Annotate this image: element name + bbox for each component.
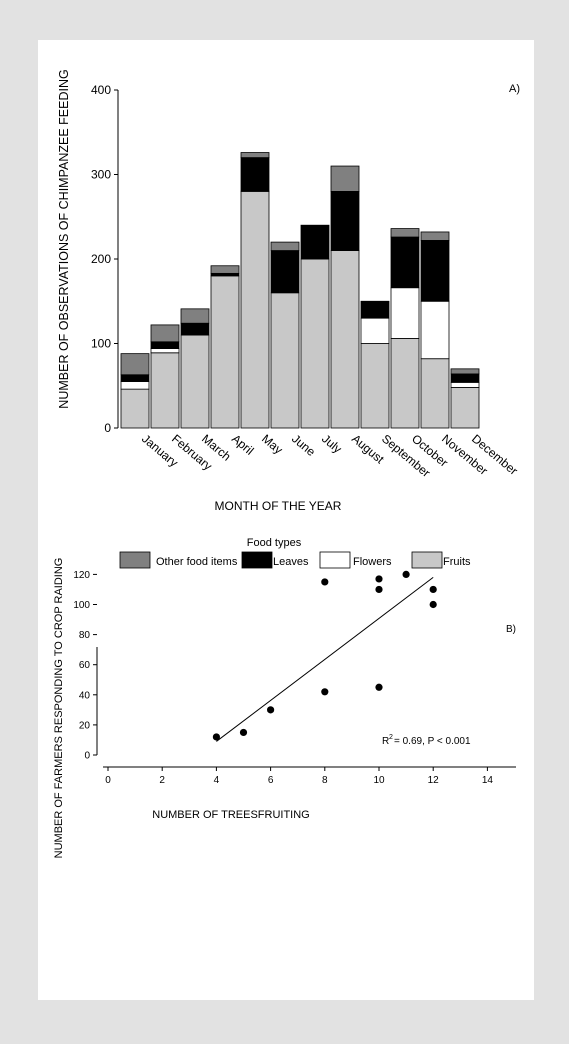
chart-a-bar-flowers bbox=[150, 348, 180, 354]
chart-b-x-tick-label: 0 bbox=[105, 775, 111, 786]
chart-a-x-tick-label: August bbox=[349, 432, 387, 467]
chart-a-y-tick-label: 100 bbox=[91, 337, 111, 351]
chart-b-x-tick-label: 14 bbox=[482, 775, 494, 786]
chart-a-bar-other-food-items bbox=[210, 265, 240, 274]
chart-b-point bbox=[375, 575, 383, 583]
chart-a-bar-flowers bbox=[120, 381, 150, 390]
chart-a-bar-fruits bbox=[210, 275, 240, 429]
chart-b-y-tick-label: 80 bbox=[79, 630, 91, 641]
chart-a-bar-fruits bbox=[300, 258, 330, 429]
chart-a-bar-flowers bbox=[360, 317, 390, 344]
chart-a-y-tick-label: 400 bbox=[91, 83, 111, 97]
chart-a-x-tick-label: May bbox=[259, 432, 285, 457]
chart-a-bar-other-food-items bbox=[330, 165, 360, 192]
chart-a-bar-leaves bbox=[270, 250, 300, 294]
chart-b-y-tick-label: 0 bbox=[84, 751, 90, 762]
chart-a-y-axis-label: NUMBER OF OBSERVATIONS OF CHIMPANZEE FEE… bbox=[57, 69, 71, 408]
chart-a-bar-fruits bbox=[150, 352, 180, 429]
chart-b-x-tick-label: 8 bbox=[322, 775, 328, 786]
chart-b-point bbox=[429, 585, 437, 594]
chart-b-y-axis-label: NUMBER OF FARMERS RESPONDING TO CROP RAI… bbox=[53, 558, 65, 859]
chart-b-annotation: = 0.69, P < 0.001 bbox=[394, 736, 471, 747]
chart-a-bar-leaves bbox=[330, 190, 360, 251]
legend-swatch bbox=[411, 551, 443, 569]
legend-swatch bbox=[119, 551, 151, 569]
chart-a-bar-leaves bbox=[450, 373, 480, 383]
chart-a-bar-fruits bbox=[120, 388, 150, 429]
chart-b-point bbox=[267, 706, 275, 714]
chart-b-point bbox=[402, 570, 410, 579]
chart-a-bar-flowers bbox=[390, 287, 420, 339]
chart-a-bar-leaves bbox=[180, 322, 210, 336]
chart-a-bar-fruits bbox=[420, 358, 450, 429]
chart-a-bar-flowers bbox=[450, 381, 480, 388]
chart-b-y-tick-label: 40 bbox=[79, 690, 91, 701]
chart-b-x-tick-label: 12 bbox=[428, 775, 440, 786]
figure-panel: 0 100 200 300 400 A) NUMBER OF OBSERVATIONS OF… bbox=[38, 40, 534, 1000]
chart-a-y-tick-label: 200 bbox=[91, 252, 111, 266]
chart-b-annotation-prefix: R bbox=[382, 736, 389, 747]
chart-a-bar-other-food-items bbox=[450, 368, 480, 375]
chart-a-bar-other-food-items bbox=[120, 353, 150, 376]
chart-b-y-tick-label: 60 bbox=[79, 660, 91, 671]
chart-b-point bbox=[429, 600, 437, 609]
chart-b-x-tick-label: 6 bbox=[268, 775, 274, 786]
chart-b-point bbox=[321, 688, 329, 696]
chart-a-bar-leaves bbox=[300, 224, 330, 260]
chart-a-bar-other-food-items bbox=[420, 231, 450, 241]
chart-a-bar-fruits bbox=[450, 387, 480, 429]
chart-a-bar-leaves bbox=[240, 157, 270, 192]
chart-b-x-tick-label: 4 bbox=[214, 775, 220, 786]
chart-a-bar-other-food-items bbox=[270, 241, 300, 251]
chart-a-panel-label: A) bbox=[509, 83, 520, 95]
chart-a-y-tick-label: 0 bbox=[104, 421, 111, 435]
chart-a-bar-fruits bbox=[240, 190, 270, 429]
chart-b-annotation-sup: 2 bbox=[389, 734, 393, 741]
chart-a-bar-fruits bbox=[330, 250, 360, 429]
chart-a-x-tick-label: April bbox=[229, 432, 256, 458]
chart-a-bar-other-food-items bbox=[180, 308, 210, 324]
chart-a-bar-other-food-items bbox=[390, 228, 420, 238]
chart-b-point bbox=[239, 728, 248, 737]
chart-a-bar-fruits bbox=[270, 292, 300, 429]
chart-b-panel-label: B) bbox=[506, 624, 516, 635]
chart-a-bar-fruits bbox=[390, 338, 420, 429]
chart-a-bar-leaves bbox=[360, 300, 390, 319]
chart-b-point bbox=[321, 578, 329, 586]
legend-title: Food types bbox=[247, 537, 302, 549]
chart-a-bar-flowers bbox=[420, 300, 450, 360]
chart-a-x-tick-label: July bbox=[319, 432, 344, 456]
chart-b-x-axis-label: NUMBER OF TREESFRUITING bbox=[152, 809, 309, 821]
chart-b-point bbox=[375, 683, 383, 691]
chart-a-x-tick-label: June bbox=[289, 432, 318, 460]
chart-a-y-tick-label: 300 bbox=[91, 168, 111, 182]
chart-a-bar-fruits bbox=[180, 334, 210, 429]
legend-swatch bbox=[241, 551, 273, 569]
chart-b-x-tick-label: 10 bbox=[373, 775, 385, 786]
legend-label: Leaves bbox=[273, 556, 309, 568]
chart-a-x-axis-label: MONTH OF THE YEAR bbox=[215, 499, 342, 513]
chart-a-bar-other-food-items bbox=[240, 152, 270, 158]
chart-a-bar-leaves bbox=[150, 341, 180, 349]
chart-b-fit-line bbox=[216, 577, 434, 742]
chart-b-point bbox=[375, 585, 383, 594]
chart-b-point bbox=[212, 733, 220, 741]
chart-b-y-tick-label: 120 bbox=[73, 570, 90, 581]
chart-a-bar-fruits bbox=[360, 343, 390, 429]
chart-b-y-tick-label: 100 bbox=[73, 600, 90, 611]
legend-label: Flowers bbox=[353, 556, 392, 568]
legend-swatch bbox=[319, 551, 351, 569]
chart-a-bar-leaves bbox=[120, 374, 150, 382]
chart-a-bar-leaves bbox=[420, 240, 450, 302]
chart-b-y-tick-label: 20 bbox=[79, 720, 91, 731]
legend-label: Fruits bbox=[443, 556, 471, 568]
chart-a-bar-other-food-items bbox=[150, 324, 180, 343]
chart-a-bar-leaves bbox=[390, 236, 420, 289]
chart-b-x-tick-label: 2 bbox=[159, 775, 165, 786]
legend-label: Other food items bbox=[156, 556, 238, 568]
